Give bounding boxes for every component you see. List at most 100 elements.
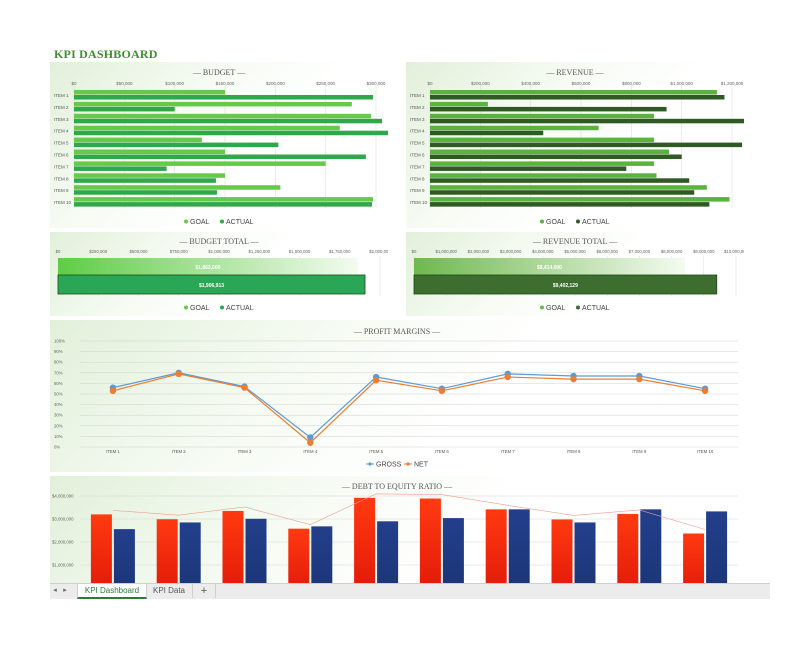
debt-bar xyxy=(90,514,112,583)
revenue-item-label: ITEM 8 xyxy=(410,176,425,181)
rtotal-tick-label: $4,000,000 xyxy=(532,249,554,254)
equity-bar xyxy=(377,521,399,583)
budget-item-label: ITEM 2 xyxy=(54,105,69,110)
net-point xyxy=(109,387,117,395)
equity-bar xyxy=(508,509,530,583)
gross-line xyxy=(112,372,706,439)
net-point xyxy=(372,377,380,384)
profit-y-tick: 50% xyxy=(54,392,63,397)
revenue-panel: — REVENUE — $0 $200,000 $400,000 $600,000 $8… xyxy=(406,62,744,228)
legend-label-actual: ACTUAL xyxy=(582,305,610,312)
revenue-tick-label: $1,000,000 xyxy=(670,81,693,86)
rtotal-tick-label: $1,000,000 xyxy=(435,249,457,254)
btotal-goal-value: $1,862,000 xyxy=(195,265,220,271)
equity-bar xyxy=(640,509,662,583)
add-sheet-button[interactable]: + xyxy=(193,584,216,598)
revenue-goal-bar xyxy=(430,197,730,202)
net-point xyxy=(241,384,248,391)
tab-scroll-left-icon[interactable]: ◂ xyxy=(53,587,57,594)
budget-item-label: ITEM 1 xyxy=(54,93,69,98)
btotal-tick-label: $1,750,000 xyxy=(329,249,351,254)
legend-label-net: NET xyxy=(414,462,429,469)
profit-x-tick: ITEM 6 xyxy=(435,449,449,454)
budget-item-label: ITEM 7 xyxy=(54,164,69,169)
legend-marker-actual xyxy=(576,219,580,224)
profit-y-tick: 30% xyxy=(54,413,63,418)
revenue-tick-label: $200,000 xyxy=(471,81,490,86)
budget-tick-label: $200,000 xyxy=(266,81,285,86)
revenue-actual-bar xyxy=(430,202,710,207)
profit-y-tick: 40% xyxy=(54,402,63,407)
budget-title: — BUDGET — xyxy=(192,68,246,77)
legend-label-actual: ACTUAL xyxy=(582,219,610,226)
tab-scroll-right-icon[interactable]: ▸ xyxy=(63,587,67,594)
revenue-goal-bar xyxy=(430,101,488,107)
revenue-total-chart: $0 $1,000,000 $2,000,000 $3,000,000 $4,000,0… xyxy=(412,249,744,312)
budget-actual-bar xyxy=(74,154,366,160)
legend-label-actual: ACTUAL xyxy=(226,219,254,226)
revenue-tick-label: $400,000 xyxy=(521,81,540,86)
debt-bar xyxy=(617,513,639,583)
rtotal-tick-label: $10,000,000 xyxy=(724,249,744,254)
btotal-actual-value: $1,906,913 xyxy=(199,283,224,289)
budget-goal-bar xyxy=(74,113,371,119)
revenue-total-title: — REVENUE TOTAL — xyxy=(532,237,618,246)
budget-item-label: ITEM 6 xyxy=(54,152,69,157)
legend-dot-gross xyxy=(368,462,372,466)
debt-equity-panel: — DEBT TO EQUITY RATIO — $4,000,000 $3,00… xyxy=(50,476,744,583)
rtotal-actual-value: $9,402,129 xyxy=(553,283,578,289)
debt-bar xyxy=(683,533,705,583)
btotal-tick-label: $0 xyxy=(56,249,61,254)
budget-goal-bar xyxy=(74,101,352,107)
legend-marker-goal xyxy=(184,219,188,224)
budget-actual-bar xyxy=(74,190,217,195)
btotal-actual-bar xyxy=(57,274,366,295)
revenue-actual-bar xyxy=(430,166,627,171)
legend-dot-net xyxy=(406,462,410,466)
revenue-tick-label: $0 xyxy=(427,81,433,86)
debt-y-tick: $2,000,000 xyxy=(52,540,74,545)
rtotal-tick-label: $6,000,000 xyxy=(596,249,618,254)
budget-goal-bar xyxy=(74,149,225,155)
budget-item-label: ITEM 5 xyxy=(54,141,69,146)
budget-goal-bar xyxy=(74,173,225,178)
equity-bar xyxy=(442,518,464,583)
budget-goal-bar xyxy=(74,137,202,143)
revenue-goal-bar xyxy=(430,125,599,131)
budget-actual-bar xyxy=(74,130,388,136)
budget-item-label: ITEM 10 xyxy=(54,200,72,205)
profit-y-tick: 10% xyxy=(54,434,63,439)
btotal-tick-label: $2,000,000 xyxy=(369,249,388,254)
legend-label-goal: GOAL xyxy=(546,305,566,312)
tab-kpi-dashboard[interactable]: KPI Dashboard xyxy=(77,584,147,599)
legend-marker-actual xyxy=(220,219,224,224)
revenue-actual-bar xyxy=(430,130,544,136)
revenue-goal-bar xyxy=(430,90,717,95)
budget-tick-label: $50,000 xyxy=(116,81,133,86)
revenue-goal-bar xyxy=(430,137,654,143)
budget-total-chart: $0 $250,000 $500,000 $750,000 $1,000,000 $1,2… xyxy=(56,249,388,312)
debt-trend-line xyxy=(112,493,706,530)
revenue-actual-bar xyxy=(430,142,743,148)
net-point xyxy=(307,439,314,446)
net-line xyxy=(112,373,706,444)
budget-actual-bar xyxy=(74,166,167,171)
rtotal-goal-value: $8,414,000 xyxy=(537,265,562,271)
profit-y-tick: 80% xyxy=(54,360,63,365)
tab-kpi-data[interactable]: KPI Data xyxy=(146,584,193,598)
profit-x-tick: ITEM 1 xyxy=(106,449,120,454)
profit-x-tick: ITEM 5 xyxy=(369,449,383,454)
revenue-actual-bar xyxy=(430,118,744,124)
budget-tick-label: $0 xyxy=(71,81,77,86)
legend-label-goal: GOAL xyxy=(190,219,210,226)
debt-bar xyxy=(222,510,244,583)
revenue-item-label: ITEM 1 xyxy=(410,93,425,98)
revenue-item-label: ITEM 6 xyxy=(410,152,425,157)
rtotal-tick-label: $2,000,000 xyxy=(468,249,490,254)
revenue-actual-bar xyxy=(430,154,682,160)
legend-marker-actual xyxy=(220,305,224,310)
profit-x-tick: ITEM 7 xyxy=(501,449,515,454)
gross-point xyxy=(307,434,314,441)
legend-marker-goal xyxy=(540,305,544,310)
budget-tick-label: $150,000 xyxy=(216,81,235,86)
